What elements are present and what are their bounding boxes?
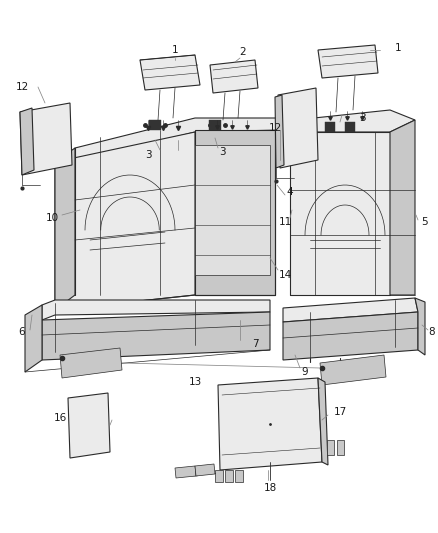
Polygon shape [295,110,415,132]
Text: 12: 12 [268,123,282,133]
Polygon shape [60,348,122,378]
Polygon shape [20,108,34,175]
Polygon shape [325,122,335,132]
Polygon shape [140,55,200,90]
Text: 10: 10 [46,213,59,223]
Polygon shape [209,120,221,130]
Text: 11: 11 [279,217,292,227]
Polygon shape [195,464,215,476]
Polygon shape [149,120,161,130]
Text: 4: 4 [287,187,293,197]
Polygon shape [75,118,280,162]
Polygon shape [68,393,110,458]
Polygon shape [215,470,223,482]
Polygon shape [218,378,322,470]
Text: 17: 17 [333,407,346,417]
Polygon shape [345,122,355,132]
Text: 3: 3 [359,113,365,123]
Text: 8: 8 [429,327,435,337]
Polygon shape [415,298,425,355]
Text: 7: 7 [252,339,258,349]
Polygon shape [283,312,418,360]
Text: 13: 13 [188,377,201,387]
Text: 12: 12 [15,82,28,92]
Polygon shape [195,130,275,295]
Polygon shape [318,45,378,78]
Text: 1: 1 [172,45,178,55]
Polygon shape [210,60,258,93]
Polygon shape [283,298,418,322]
Polygon shape [278,88,318,168]
Polygon shape [318,378,328,465]
Polygon shape [225,470,233,482]
Text: 3: 3 [145,150,151,160]
Polygon shape [327,440,334,455]
Polygon shape [290,132,390,295]
Text: 14: 14 [279,270,292,280]
Polygon shape [175,466,196,478]
Polygon shape [20,103,72,175]
Text: 16: 16 [53,413,67,423]
Text: 2: 2 [240,47,246,57]
Text: 1: 1 [395,43,401,53]
Polygon shape [55,132,195,310]
Text: 6: 6 [19,327,25,337]
Polygon shape [55,148,75,310]
Polygon shape [337,440,344,455]
Polygon shape [320,355,386,385]
Polygon shape [42,312,270,360]
Polygon shape [42,300,270,320]
Polygon shape [195,145,270,275]
Polygon shape [235,470,243,482]
Text: 9: 9 [302,367,308,377]
Polygon shape [390,120,415,295]
Text: 18: 18 [263,483,277,493]
Text: 5: 5 [422,217,428,227]
Polygon shape [25,305,42,372]
Text: 3: 3 [219,147,225,157]
Polygon shape [275,95,284,168]
